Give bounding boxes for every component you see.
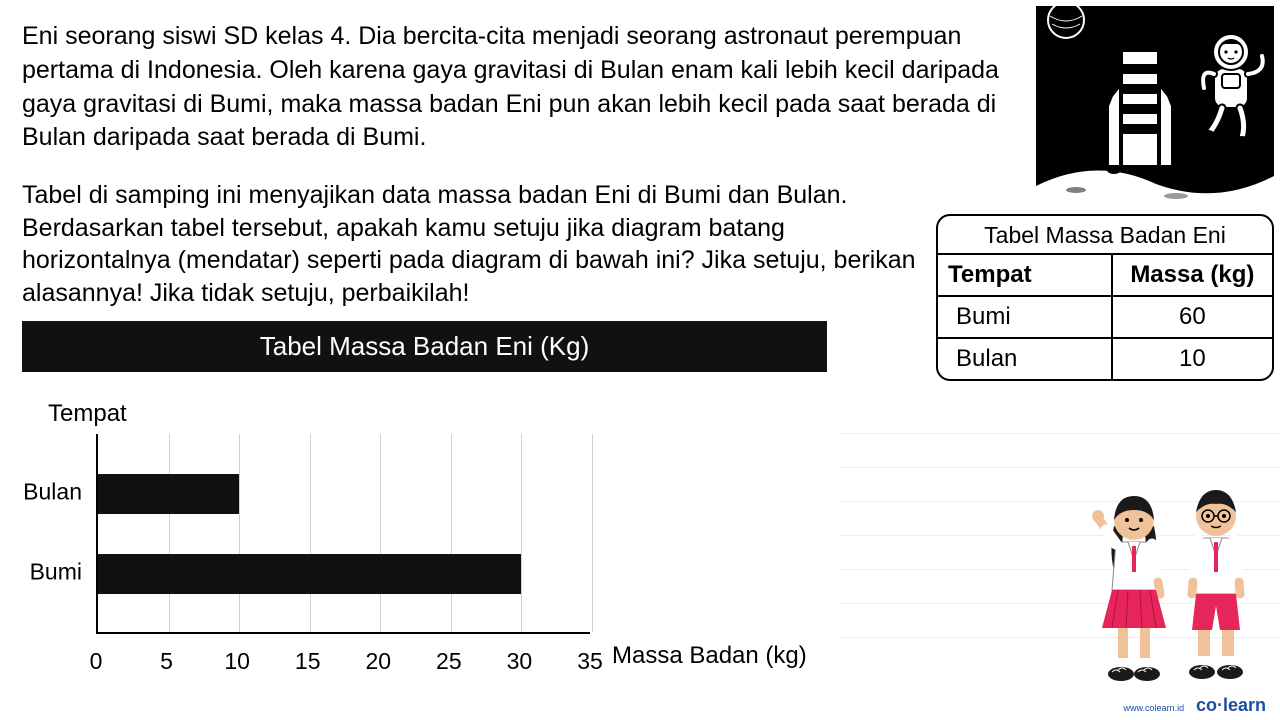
x-tick-label: 25 bbox=[436, 648, 462, 675]
y-tick-label: Bulan bbox=[22, 479, 82, 506]
y-axis-label: Tempat bbox=[48, 400, 802, 428]
table-cell-place: Bumi bbox=[938, 296, 1112, 338]
bar-bulan bbox=[98, 474, 239, 514]
brand-name: co·learn bbox=[1196, 695, 1266, 715]
x-tick-label: 10 bbox=[224, 648, 250, 675]
x-tick-label: 35 bbox=[577, 648, 603, 675]
table-cell-mass: 60 bbox=[1112, 296, 1272, 338]
mass-table: Tabel Massa Badan Eni Tempat Massa (kg) … bbox=[936, 214, 1274, 381]
table-header-place: Tempat bbox=[938, 254, 1112, 296]
table-cell-mass: 10 bbox=[1112, 338, 1272, 379]
x-tick-label: 20 bbox=[365, 648, 391, 675]
x-tick-label: 30 bbox=[507, 648, 533, 675]
bar-bumi bbox=[98, 554, 521, 594]
y-tick-label: Bumi bbox=[22, 559, 82, 586]
x-tick-label: 15 bbox=[295, 648, 321, 675]
brand-footer: www.colearn.id co·learn bbox=[1124, 695, 1266, 716]
x-axis-label: Massa Badan (kg) bbox=[612, 642, 807, 670]
x-tick-label: 5 bbox=[160, 648, 173, 675]
bar-chart: Tempat bbox=[22, 400, 802, 634]
x-tick-label: 0 bbox=[90, 648, 103, 675]
chart-title: Tabel Massa Badan Eni (Kg) bbox=[22, 321, 827, 372]
brand-url: www.colearn.id bbox=[1124, 703, 1185, 713]
table-row: Bumi 60 bbox=[938, 296, 1272, 338]
table-header-mass: Massa (kg) bbox=[1112, 254, 1272, 296]
space-rocket-illustration bbox=[1036, 6, 1274, 202]
table-cell-place: Bulan bbox=[938, 338, 1112, 379]
table-row: Bulan 10 bbox=[938, 338, 1272, 379]
students-illustration bbox=[1086, 480, 1266, 700]
mass-table-title: Tabel Massa Badan Eni bbox=[938, 216, 1272, 253]
